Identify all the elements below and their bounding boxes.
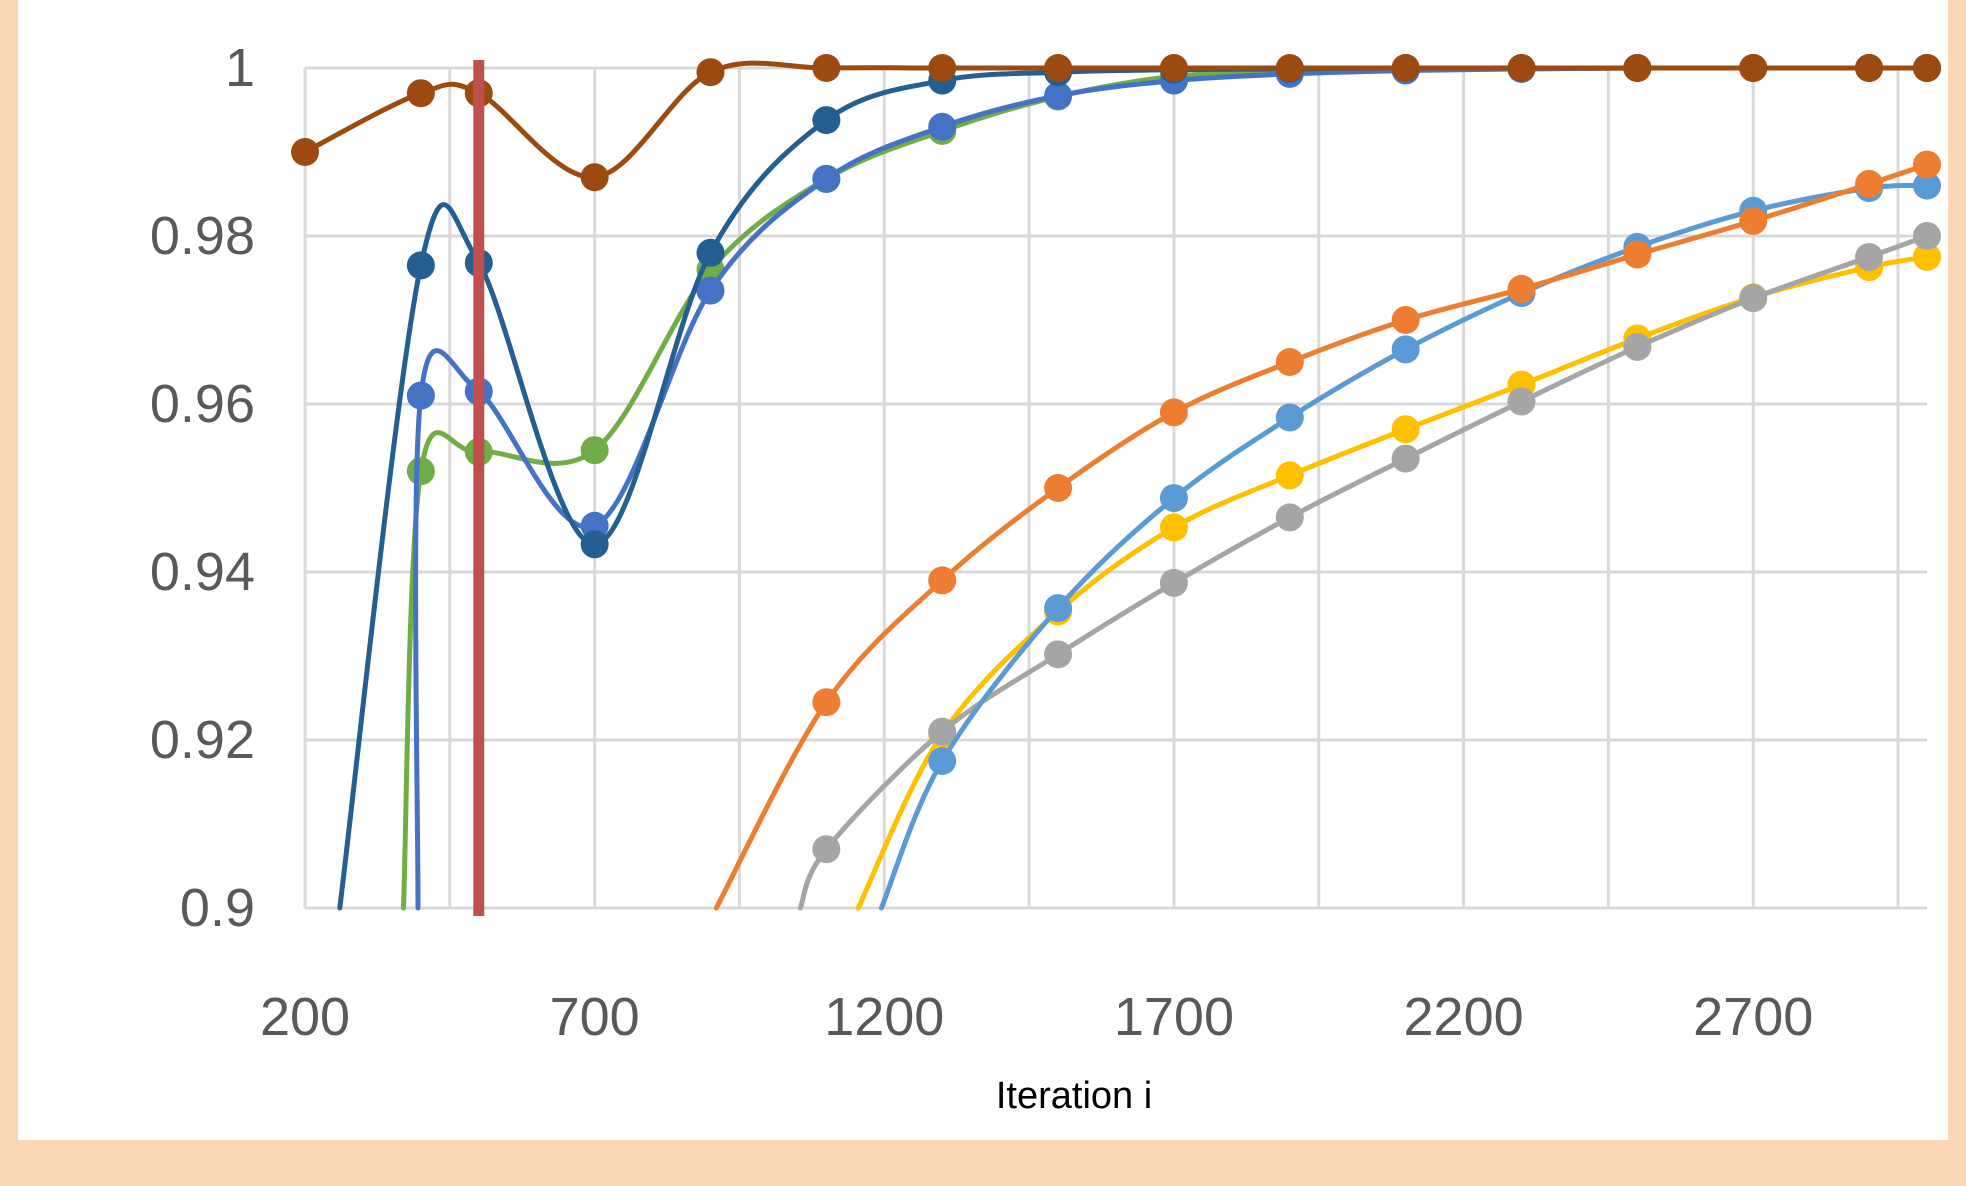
x-tick-labels: 200 700 1200 1700 2200 2700 (260, 987, 1813, 1047)
data-point (1913, 243, 1941, 271)
data-point (1913, 171, 1941, 200)
data-point (1623, 332, 1652, 361)
data-point (1159, 568, 1188, 597)
data-point (1159, 54, 1188, 82)
data-point (928, 747, 957, 775)
data-point (580, 163, 609, 192)
data-point (1507, 54, 1536, 82)
data-point (1507, 274, 1536, 303)
x-tick-label: 2700 (1693, 987, 1813, 1047)
y-tick-label: 0.92 (150, 710, 255, 770)
data-point (1275, 54, 1304, 82)
data-point (1159, 513, 1188, 542)
data-point (696, 238, 725, 267)
data-point (1913, 222, 1941, 250)
y-tick-label: 1 (225, 38, 255, 98)
data-point (406, 457, 435, 486)
data-point (1159, 484, 1188, 513)
data-point (1855, 169, 1884, 198)
data-point (1739, 284, 1768, 313)
data-point (1391, 306, 1420, 334)
data-point (928, 112, 957, 141)
data-point (928, 54, 957, 82)
data-point (580, 530, 609, 559)
data-point (812, 835, 841, 864)
y-tick-labels: 0.9 0.92 0.94 0.96 0.98 1 (150, 38, 255, 938)
data-point (406, 251, 435, 280)
x-tick-label: 1700 (1114, 987, 1234, 1047)
x-tick-label: 1200 (824, 987, 944, 1047)
x-tick-label: 700 (550, 987, 640, 1047)
data-point (1044, 54, 1073, 82)
data-point (1275, 348, 1304, 376)
data-point (1391, 444, 1420, 473)
data-point (1391, 415, 1420, 444)
y-tick-label: 0.96 (150, 374, 255, 434)
series-1 (291, 54, 1941, 192)
data-point (1913, 54, 1941, 82)
data-point (1855, 243, 1884, 271)
x-axis-label: Iteration i (996, 1075, 1152, 1117)
data-point (1391, 54, 1420, 82)
data-point (812, 106, 841, 135)
data-point (812, 54, 841, 82)
data-point (1739, 206, 1768, 235)
data-point (812, 164, 841, 193)
y-tick-label: 0.94 (150, 542, 255, 602)
data-point (406, 381, 435, 410)
data-point (928, 717, 957, 746)
plot-area (291, 54, 1941, 916)
series-line (302, 60, 1930, 180)
data-point (696, 276, 725, 305)
y-tick-label: 0.98 (150, 206, 255, 266)
data-point (1275, 403, 1304, 432)
data-point (1044, 594, 1073, 623)
data-point (580, 436, 609, 465)
data-point (1739, 54, 1768, 82)
data-point (1507, 387, 1536, 416)
data-point (812, 688, 841, 717)
data-point (696, 58, 725, 87)
data-point (1275, 503, 1304, 532)
y-tick-label: 0.9 (180, 878, 255, 938)
x-tick-label: 2200 (1404, 987, 1524, 1047)
data-point (1044, 81, 1073, 110)
data-point (1159, 398, 1188, 427)
data-point (1275, 461, 1304, 490)
data-point (1044, 474, 1073, 502)
data-point (1391, 335, 1420, 364)
chart-frame (18, 0, 1948, 1140)
data-point (1623, 54, 1652, 82)
x-tick-label: 200 (260, 987, 350, 1047)
series-5 (713, 150, 1941, 911)
data-point (1623, 240, 1652, 269)
data-point (291, 138, 319, 166)
data-point (406, 79, 435, 108)
data-point (928, 566, 957, 595)
data-point (1913, 150, 1941, 179)
data-point (1044, 640, 1073, 669)
series-7 (797, 222, 1941, 911)
data-point (1855, 54, 1884, 82)
